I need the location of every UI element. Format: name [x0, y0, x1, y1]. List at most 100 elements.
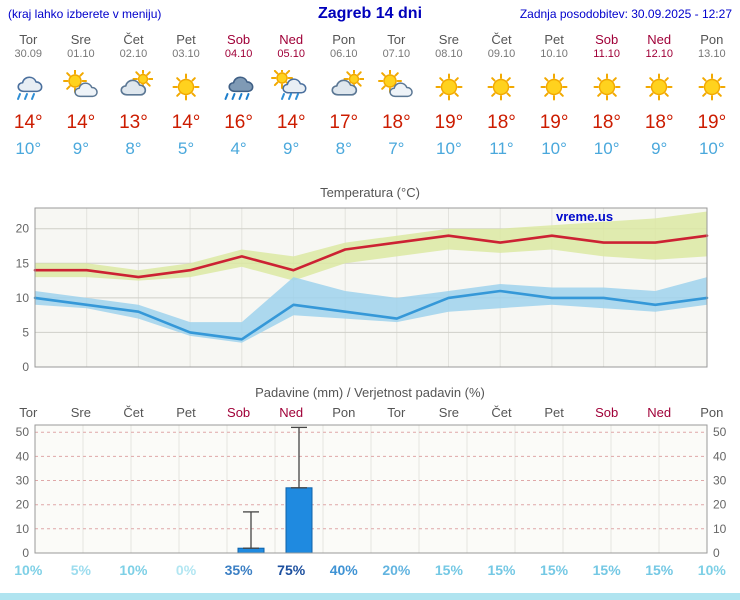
svg-text:50: 50 [16, 425, 30, 439]
high-temperature: 18° [381, 112, 411, 133]
day-name: Čet [123, 32, 144, 47]
precip-probability: 20% [382, 562, 411, 578]
precip-probability: 5% [70, 562, 91, 578]
low-temperature: 9° [72, 139, 89, 158]
day-date: 04.10 [224, 48, 253, 60]
page-title: Zagreb 14 dni [317, 5, 423, 22]
day-name: Ned [647, 32, 672, 47]
day-date: 09.10 [487, 48, 516, 60]
precip-probability: 15% [592, 562, 621, 578]
day-name: Pon [700, 32, 724, 47]
precip-day-label: Tor [19, 405, 38, 420]
precip-prob-row: 10% 5% 10% 0% 35% 75% 40% 20% 15% 15% 15% 15% 15% 10% [0, 562, 740, 578]
sunny-icon [160, 65, 213, 109]
temperature-chart: 0 5 10 15 20 vreme.us [0, 204, 740, 376]
precip-day-label: Ned [647, 405, 672, 420]
precip-probability: 40% [329, 562, 358, 578]
precip-probability: 15% [540, 562, 569, 578]
day-column: Pon 06.10 17° 8° [317, 32, 370, 159]
weather-forecast-page: (kraj lahko izberete v meniju) Zagreb 14… [0, 5, 740, 600]
low-temperature: 7° [388, 139, 405, 158]
precip-day-label: Tor [387, 405, 406, 420]
day-date: 02.10 [119, 48, 148, 60]
temperature-chart-title: Temperatura (°C) [320, 185, 420, 200]
low-temperature: 11° [489, 139, 514, 158]
low-temperature: 10° [436, 139, 462, 158]
day-name: Tor [19, 32, 38, 47]
high-temperature: 14° [13, 112, 43, 133]
svg-text:20: 20 [16, 222, 30, 236]
low-temperature: 5° [177, 139, 195, 158]
day-date: 30.09 [14, 48, 43, 60]
day-date: 03.10 [172, 48, 200, 60]
high-temperature: 14° [171, 112, 201, 133]
day-column: Pet 10.10 19° 10° [528, 32, 581, 159]
menu-hint-text: (kraj lahko izberete v meniju) [8, 7, 162, 21]
svg-text:30: 30 [713, 474, 727, 488]
day-column: Ned 05.10 14° 9° [265, 32, 318, 159]
day-name: Sre [70, 32, 91, 47]
partly-cloudy-icon [370, 65, 423, 109]
precip-day-label: Čet [491, 405, 512, 420]
svg-text:30: 30 [16, 474, 30, 488]
low-temperature: 9° [651, 139, 668, 158]
high-temperature: 18° [487, 112, 516, 133]
day-date: 12.10 [645, 48, 673, 60]
sunny-icon [528, 65, 581, 109]
day-date: 07.10 [382, 48, 411, 60]
precip-day-label: Sre [70, 405, 91, 420]
svg-text:40: 40 [713, 449, 727, 463]
svg-text:15: 15 [16, 256, 30, 270]
precip-day-row: Tor Sre Čet Pet Sob Ned Pon Tor Sre Čet Pet Sob Ned P… [0, 405, 740, 420]
showers-icon [265, 65, 318, 109]
day-column: Ned 12.10 18° 9° [633, 32, 686, 159]
day-name: Ned [279, 32, 304, 47]
svg-text:40: 40 [16, 449, 30, 463]
low-temperature: 10° [15, 139, 42, 158]
low-temperature: 8° [125, 139, 142, 158]
day-date: 01.10 [67, 48, 95, 60]
sunny-icon [580, 65, 633, 109]
day-column: Tor 07.10 18° 7° [370, 32, 423, 159]
precip-probability: 10% [697, 562, 726, 578]
day-date: 05.10 [277, 48, 305, 60]
day-date: 06.10 [329, 48, 358, 60]
day-name: Pet [544, 32, 564, 47]
day-column: Sre 08.10 19° 10° [423, 32, 476, 159]
mostly-cloudy-icon [317, 65, 370, 109]
day-date: 11.10 [593, 48, 620, 60]
precip-day-label: Pet [544, 405, 564, 420]
high-temperature: 19° [697, 112, 727, 133]
low-temperature: 10° [593, 139, 620, 158]
day-name: Pon [332, 32, 356, 47]
high-temperature: 13° [119, 112, 148, 133]
day-name: Sre [438, 32, 460, 47]
precip-probability: 35% [224, 562, 253, 578]
low-temperature: 4° [230, 139, 247, 158]
svg-text:0: 0 [713, 546, 720, 560]
precip-day-label: Ned [279, 405, 304, 420]
precip-probability: 10% [14, 562, 43, 578]
low-temperature: 10° [698, 139, 725, 158]
day-date: 08.10 [435, 48, 463, 60]
low-temperature: 8° [335, 139, 352, 158]
day-date: 10.10 [540, 48, 568, 60]
mostly-cloudy-icon [107, 65, 160, 109]
high-temperature: 19° [434, 112, 464, 133]
high-temperature: 16° [224, 112, 253, 133]
precip-probability: 15% [645, 562, 674, 578]
precip-probability: 75% [277, 562, 306, 578]
footer-strip [0, 593, 740, 600]
precip-day-label: Pon [700, 405, 724, 420]
forecast-strip: Tor 30.09 14° 10° Sre 01.10 14° 9° Čet 0… [0, 26, 740, 159]
rain-icon [2, 65, 55, 109]
svg-text:0: 0 [22, 546, 29, 560]
svg-text:20: 20 [713, 498, 727, 512]
day-column: Sob 04.10 16° 4° [212, 32, 265, 159]
partly-cloudy-icon [55, 65, 108, 109]
day-column: Pon 13.10 19° 10° [686, 32, 739, 159]
day-name: Sob [595, 32, 619, 47]
day-name: Sob [227, 32, 251, 47]
high-temperature: 17° [329, 112, 359, 133]
day-column: Čet 09.10 18° 11° [475, 32, 528, 159]
